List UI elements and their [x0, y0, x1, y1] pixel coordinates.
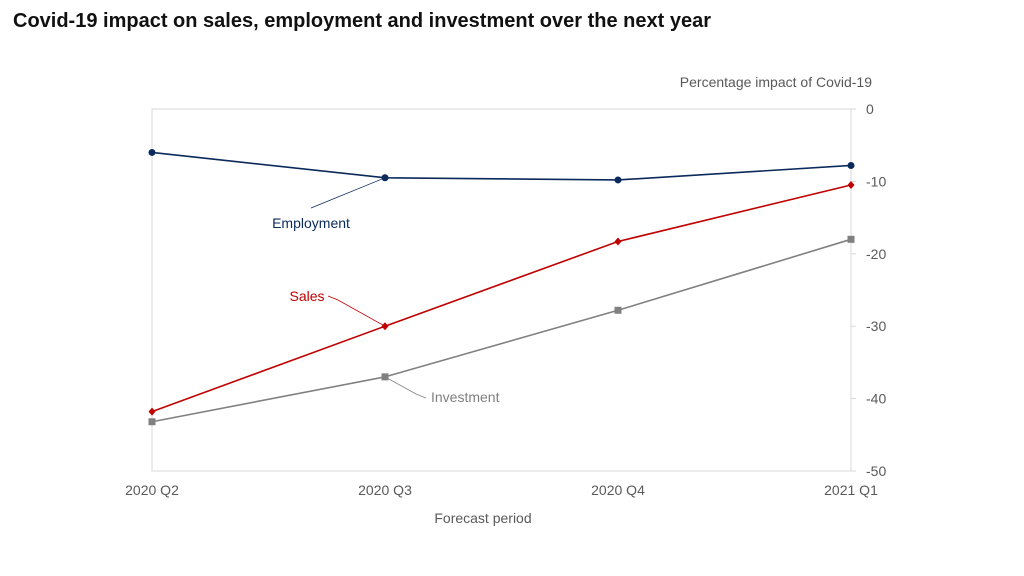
series-line-employment — [151, 151, 852, 181]
y-tick-label: -50 — [866, 463, 886, 479]
data-point-investment — [614, 306, 622, 314]
data-point-investment — [847, 235, 855, 243]
data-point-sales — [148, 407, 156, 416]
y-tick-label: -30 — [866, 318, 886, 334]
annotation-leader-line — [327, 295, 386, 327]
annotation-leader-line — [384, 376, 427, 399]
data-point-employment — [847, 161, 855, 169]
x-tick-label: 2020 Q4 — [591, 482, 645, 498]
data-point-employment — [381, 174, 389, 182]
chart-title: Covid-19 impact on sales, employment and… — [13, 10, 711, 32]
plot-area — [151, 108, 852, 472]
series-line-sales — [151, 184, 852, 413]
data-point-sales — [847, 181, 855, 190]
annotation-investment: Investment — [431, 389, 500, 405]
data-point-investment — [148, 418, 156, 426]
x-tick-label: 2020 Q2 — [125, 482, 179, 498]
data-point-employment — [148, 148, 156, 156]
x-tick-label: 2021 Q1 — [824, 482, 878, 498]
data-point-sales — [614, 237, 622, 246]
annotation-employment: Employment — [272, 215, 350, 231]
y-tick-label: -40 — [866, 391, 886, 407]
data-point-employment — [614, 176, 622, 184]
data-point-sales — [381, 322, 389, 331]
data-point-investment — [381, 373, 389, 381]
y-tick-label: 0 — [866, 101, 874, 117]
annotation-leader-line — [310, 177, 386, 209]
y-tick-label: -10 — [866, 173, 886, 189]
series-line-investment — [151, 238, 852, 423]
x-axis-label: Forecast period — [434, 510, 531, 526]
y-axis-label: Percentage impact of Covid-19 — [680, 74, 872, 90]
annotation-sales: Sales — [289, 288, 324, 304]
x-tick-label: 2020 Q3 — [358, 482, 412, 498]
y-tick-label: -20 — [866, 246, 886, 262]
